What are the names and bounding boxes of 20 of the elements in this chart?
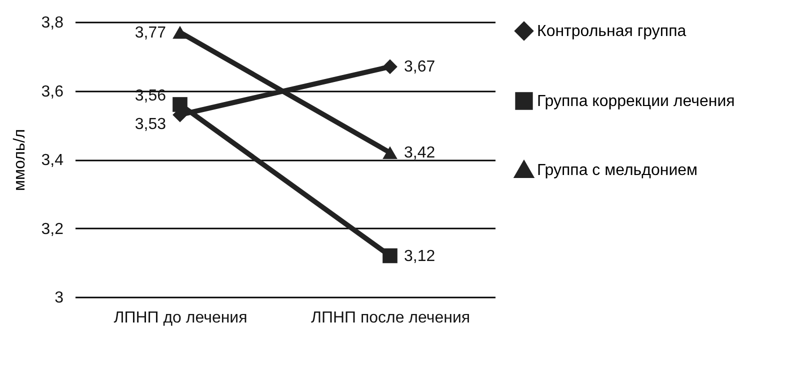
y-tick-label: 3,6 [41, 83, 64, 100]
legend-label: Контрольная группа [537, 23, 686, 40]
data-label: 3,67 [404, 58, 436, 76]
point [172, 97, 188, 112]
point [382, 248, 398, 264]
data-label: 3,12 [404, 248, 436, 265]
data-label: 3,53 [134, 116, 166, 133]
y-tick-label: 3,4 [41, 152, 64, 169]
y-tick-label: 3,8 [41, 14, 64, 32]
x-tick-label: ЛПНП после лечения [310, 310, 470, 326]
data-label: 3,42 [404, 144, 436, 162]
point [382, 59, 398, 74]
y-tick-label: 3 [54, 290, 64, 306]
legend-label: Группа коррекции лечения [537, 93, 735, 110]
data-label: 3,56 [134, 88, 166, 104]
legend-label: Группа с мельдонием [537, 162, 698, 179]
x-tick-label: ЛПНП до лечения [114, 310, 248, 326]
y-axis-title: ммоль/л [11, 129, 28, 191]
data-label: 3,77 [134, 24, 166, 42]
y-tick-label: 3,2 [41, 220, 64, 238]
